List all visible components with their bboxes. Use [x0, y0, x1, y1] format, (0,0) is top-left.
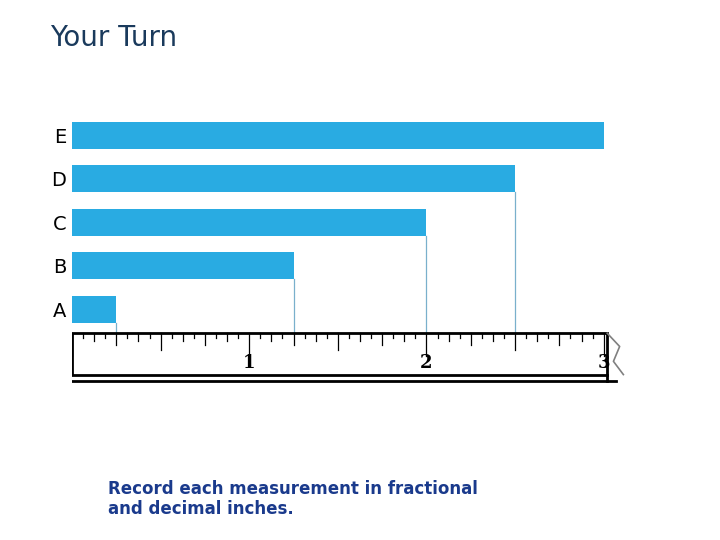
Bar [72, 122, 603, 149]
Text: Record each measurement in fractional
and decimal inches.: Record each measurement in fractional an… [108, 480, 478, 518]
Bar [72, 209, 426, 236]
Text: 3: 3 [598, 354, 610, 372]
Bar [72, 296, 117, 323]
Text: 1: 1 [243, 354, 256, 372]
Text: 2: 2 [420, 354, 433, 372]
Bar [72, 165, 515, 192]
Bar [72, 333, 607, 375]
Text: Your Turn: Your Turn [50, 24, 178, 52]
Bar [72, 252, 294, 279]
